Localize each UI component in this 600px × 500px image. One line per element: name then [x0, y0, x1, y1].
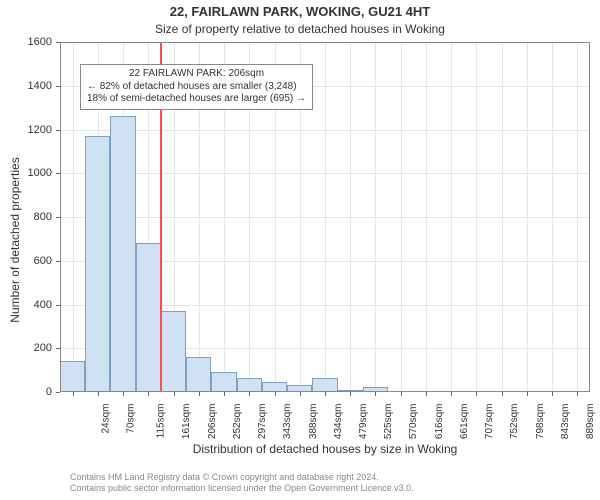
- x-tick-label: 252sqm: [232, 404, 243, 440]
- x-tick-label: 752sqm: [510, 404, 521, 440]
- attribution-line2: Contains public sector information licen…: [70, 483, 414, 494]
- x-tick-labels: 24sqm 70sqm 115sqm 161sqm 206sqm 252sqm 297sqm…: [60, 392, 590, 442]
- x-axis-title: Distribution of detached houses by size …: [60, 442, 590, 456]
- x-tick-label: 889sqm: [585, 404, 596, 440]
- x-tick-label: 707sqm: [484, 404, 495, 440]
- x-tick-label: 161sqm: [181, 404, 192, 440]
- x-tick-label: 343sqm: [282, 404, 293, 440]
- x-tick-label: 479sqm: [358, 404, 369, 440]
- chart-subtitle: Size of property relative to detached ho…: [0, 22, 600, 36]
- attribution-line1: Contains HM Land Registry data © Crown c…: [70, 472, 414, 483]
- y-tick-label: 400: [2, 299, 52, 311]
- y-tick-label: 1400: [2, 80, 52, 92]
- x-tick-label: 297sqm: [257, 404, 268, 440]
- chart-title: 22, FAIRLAWN PARK, WOKING, GU21 4HT: [0, 4, 600, 19]
- x-tick-label: 616sqm: [434, 404, 445, 440]
- y-tick-label: 1600: [2, 36, 52, 48]
- x-tick-label: 24sqm: [100, 404, 111, 434]
- x-tick-label: 206sqm: [207, 404, 218, 440]
- x-tick-label: 798sqm: [535, 404, 546, 440]
- info-box-line3: 18% of semi-detached houses are larger (…: [87, 93, 306, 106]
- x-tick-label: 843sqm: [560, 404, 571, 440]
- x-tick-label: 525sqm: [383, 404, 394, 440]
- y-tick-label: 600: [2, 255, 52, 267]
- plot-area: 22 FAIRLAWN PARK: 206sqm ← 82% of detach…: [60, 42, 590, 392]
- x-tick-label: 388sqm: [308, 404, 319, 440]
- y-tick-label: 800: [2, 211, 52, 223]
- y-tick-labels: 02004006008001000120014001600: [0, 42, 56, 392]
- info-box-line1: 22 FAIRLAWN PARK: 206sqm: [87, 68, 306, 81]
- x-tick-label: 661sqm: [459, 404, 470, 440]
- info-box: 22 FAIRLAWN PARK: 206sqm ← 82% of detach…: [80, 64, 313, 110]
- info-box-line2: ← 82% of detached houses are smaller (3,…: [87, 81, 306, 94]
- x-tick-label: 115sqm: [155, 404, 166, 439]
- y-tick-label: 0: [2, 386, 52, 398]
- x-tick-label: 434sqm: [333, 404, 344, 440]
- chart-container: 22, FAIRLAWN PARK, WOKING, GU21 4HT Size…: [0, 0, 600, 500]
- attribution: Contains HM Land Registry data © Crown c…: [70, 472, 414, 494]
- y-tick-label: 1200: [2, 124, 52, 136]
- x-tick-label: 70sqm: [125, 404, 136, 434]
- y-tick-label: 1000: [2, 167, 52, 179]
- x-tick-label: 570sqm: [409, 404, 420, 440]
- y-tick-label: 200: [2, 342, 52, 354]
